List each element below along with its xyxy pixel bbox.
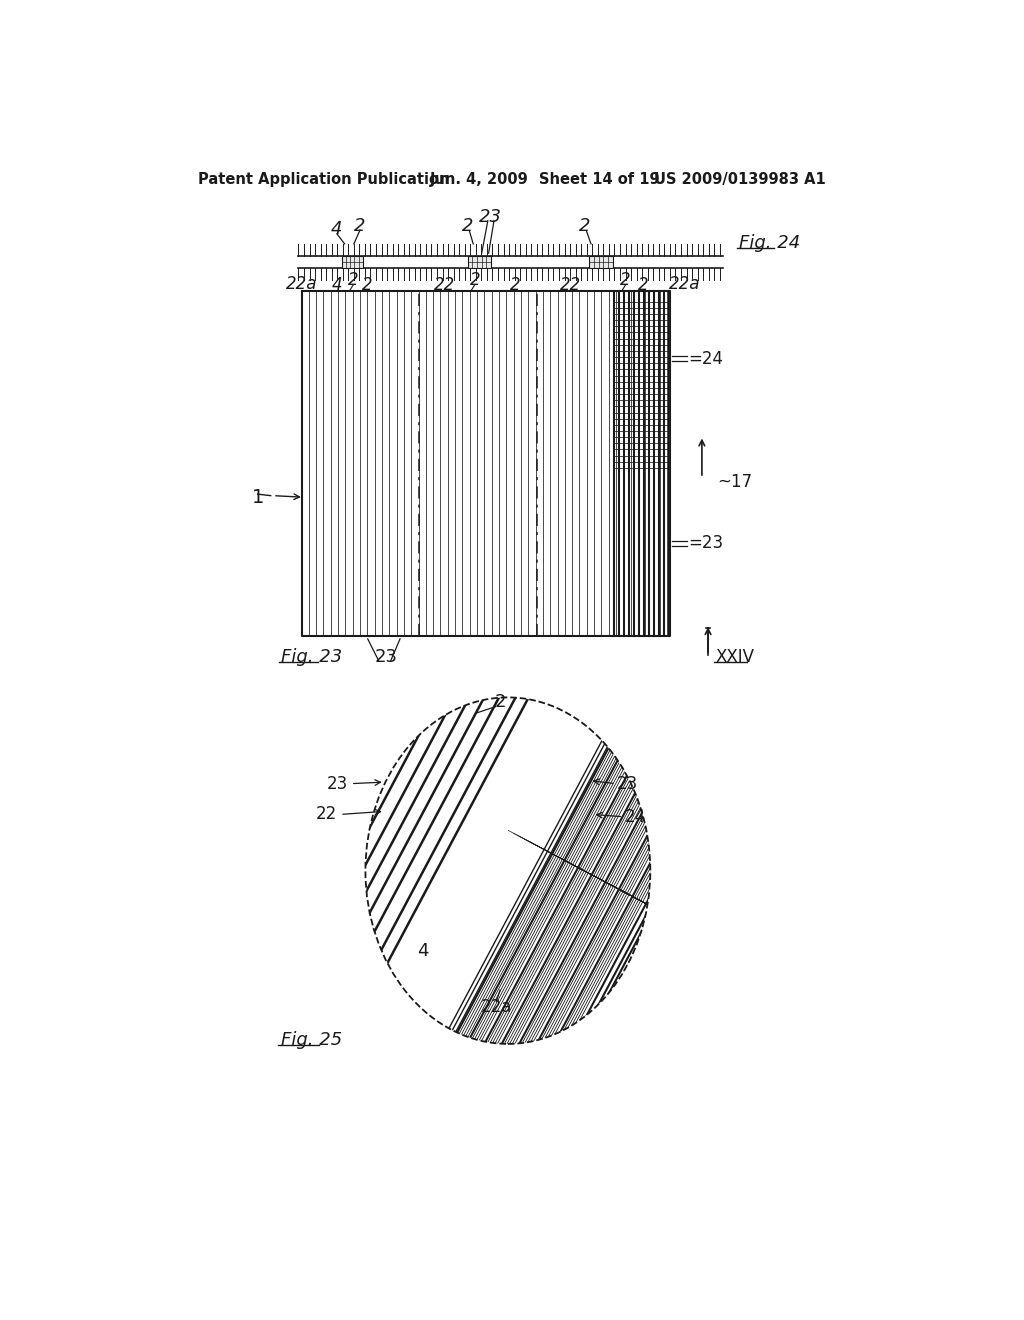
Text: 4: 4 xyxy=(332,276,342,294)
Text: ~17: ~17 xyxy=(717,473,753,491)
Text: 22: 22 xyxy=(315,805,337,824)
Text: Patent Application Publication: Patent Application Publication xyxy=(199,173,450,187)
Text: 4: 4 xyxy=(418,942,429,961)
Bar xyxy=(590,256,612,268)
Text: 2: 2 xyxy=(638,276,648,294)
Text: Fig. 25: Fig. 25 xyxy=(281,1031,342,1049)
Text: 4: 4 xyxy=(331,220,343,238)
Text: 2: 2 xyxy=(495,693,506,711)
Bar xyxy=(468,256,490,268)
Text: 24: 24 xyxy=(625,808,646,826)
Text: XXIV: XXIV xyxy=(716,648,755,665)
Text: 1: 1 xyxy=(252,487,264,507)
Text: 2: 2 xyxy=(510,276,521,294)
Text: =24: =24 xyxy=(688,350,723,367)
Text: 22a: 22a xyxy=(286,275,317,293)
Ellipse shape xyxy=(366,697,650,1044)
Text: 22: 22 xyxy=(560,276,582,294)
Text: 23: 23 xyxy=(327,775,348,792)
Text: Fig. 23: Fig. 23 xyxy=(281,648,342,665)
Text: US 2009/0139983 A1: US 2009/0139983 A1 xyxy=(654,173,826,187)
Text: 23: 23 xyxy=(617,775,638,792)
Text: 2: 2 xyxy=(621,271,631,289)
Text: 2: 2 xyxy=(470,271,480,289)
Text: 2: 2 xyxy=(354,218,366,235)
Text: 2: 2 xyxy=(362,276,373,294)
Text: Sheet 14 of 19: Sheet 14 of 19 xyxy=(539,173,659,187)
Text: 23: 23 xyxy=(479,209,503,226)
Text: 23: 23 xyxy=(375,648,397,665)
Text: 22a: 22a xyxy=(670,275,700,293)
Text: =23: =23 xyxy=(688,535,723,552)
Bar xyxy=(342,256,364,268)
Text: 2: 2 xyxy=(580,218,591,235)
Text: 22: 22 xyxy=(434,276,456,294)
Text: Fig. 24: Fig. 24 xyxy=(739,234,800,252)
Text: Jun. 4, 2009: Jun. 4, 2009 xyxy=(429,173,528,187)
Text: 2: 2 xyxy=(462,218,473,235)
Text: 22a: 22a xyxy=(480,998,512,1016)
Text: 2: 2 xyxy=(348,271,358,289)
